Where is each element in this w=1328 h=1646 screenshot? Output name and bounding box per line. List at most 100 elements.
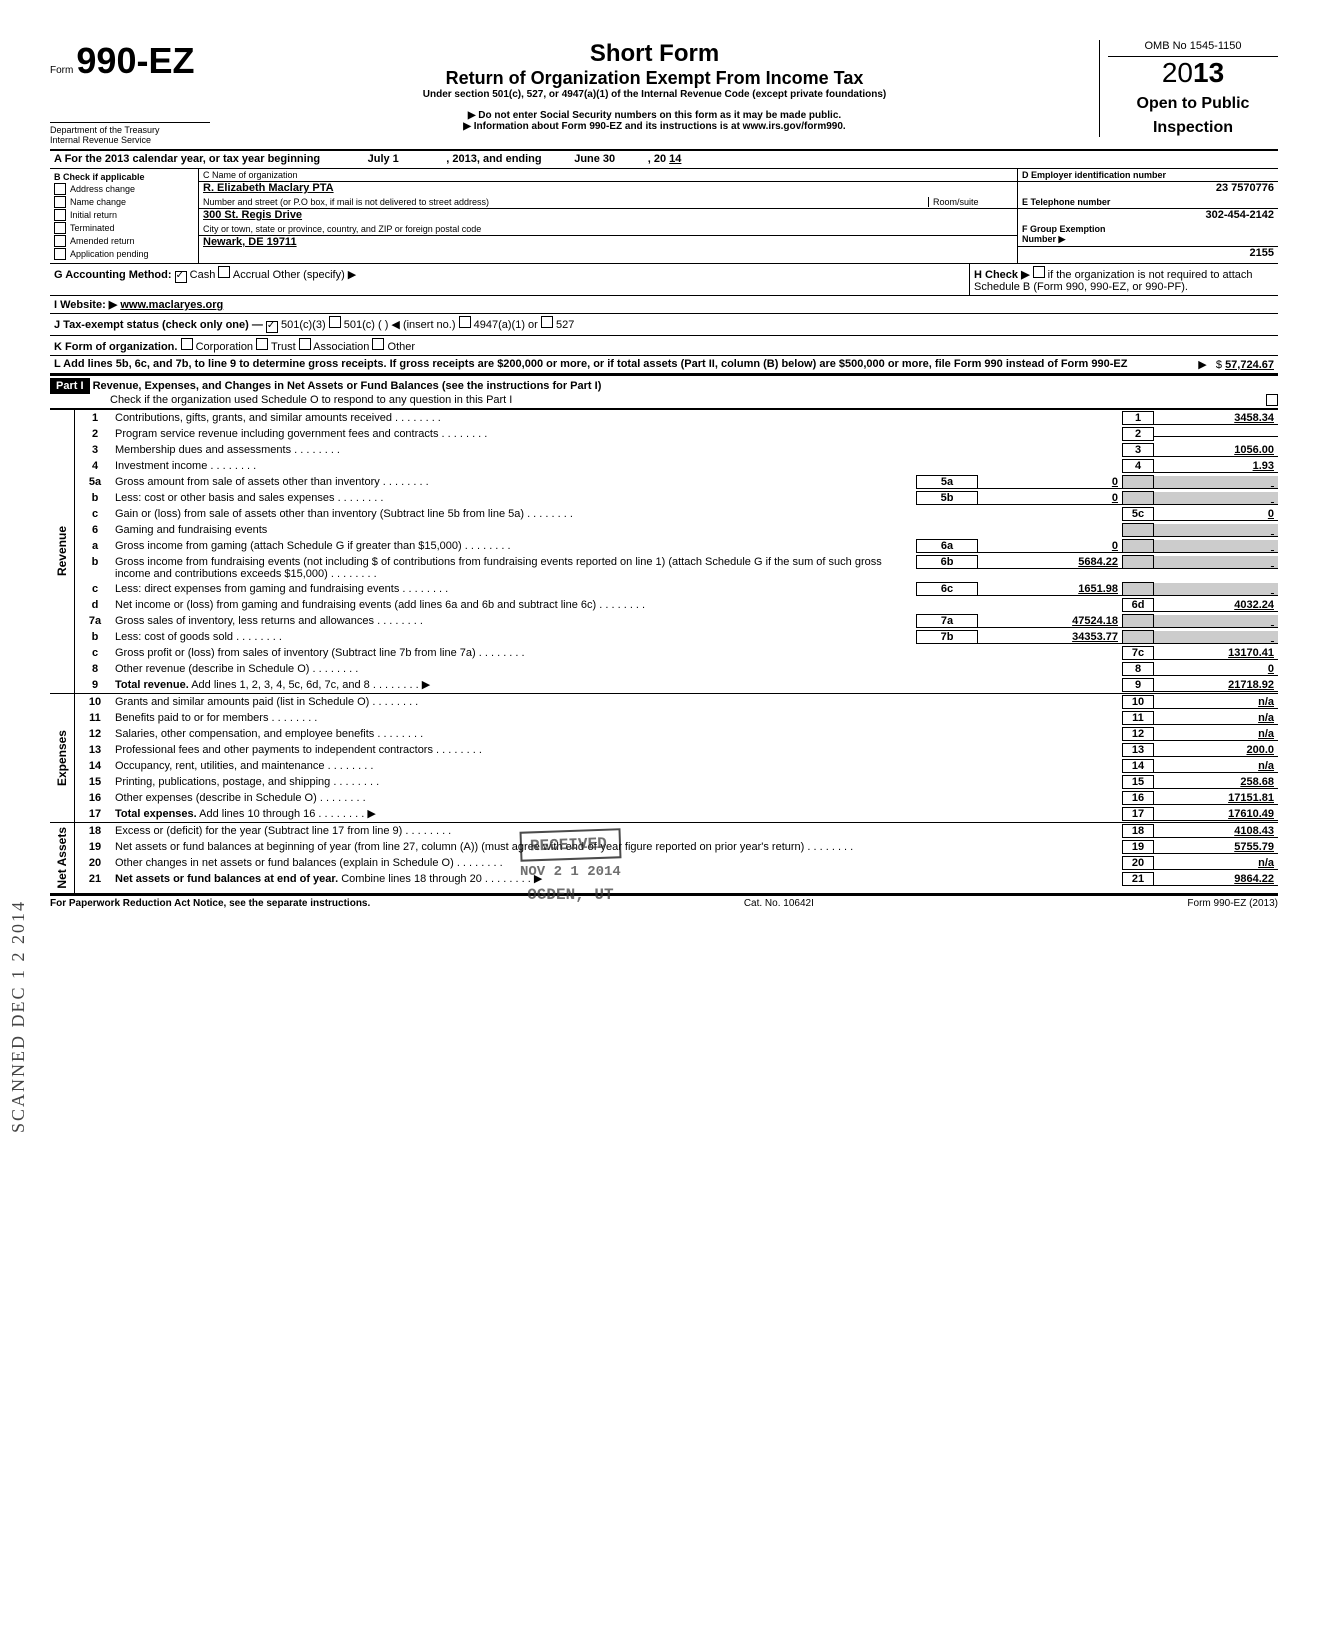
K-label: K Form of organization. xyxy=(54,341,177,353)
A-end-prefix: , 20 xyxy=(648,153,666,165)
line-17: 17Total expenses. Add lines 10 through 1… xyxy=(75,806,1278,822)
chk-527[interactable] xyxy=(541,316,553,328)
J-label: J Tax-exempt status (check only one) — xyxy=(54,319,263,331)
dept-label: Department of the Treasury Internal Reve… xyxy=(50,122,210,145)
netassets-section: Net Assets 18Excess or (deficit) for the… xyxy=(50,822,1278,895)
open-to-public: Open to Public xyxy=(1108,95,1278,113)
footer-left: For Paperwork Reduction Act Notice, see … xyxy=(50,898,370,909)
F-value: 2155 xyxy=(1018,247,1278,261)
title-short-form: Short Form xyxy=(220,40,1089,68)
received-date: NOV 2 1 2014 xyxy=(520,864,621,880)
netassets-label: Net Assets xyxy=(53,823,71,893)
footer-right: Form 990-EZ (2013) xyxy=(1187,898,1278,909)
chk-name[interactable] xyxy=(54,196,66,208)
line-19: 19Net assets or fund balances at beginni… xyxy=(75,839,1278,855)
B-label: B Check if applicable xyxy=(54,172,194,182)
C-city-label: City or town, state or province, country… xyxy=(199,223,1017,236)
C-name-label: C Name of organization xyxy=(199,169,1017,182)
chk-address[interactable] xyxy=(54,183,66,195)
note-ssn: Do not enter Social Security numbers on … xyxy=(220,110,1089,121)
line-16: 16Other expenses (describe in Schedule O… xyxy=(75,790,1278,806)
J-4947: 4947(a)(1) or xyxy=(474,319,538,331)
part1-check: Check if the organization used Schedule … xyxy=(110,394,512,406)
chk-other[interactable] xyxy=(372,338,384,350)
page-footer: For Paperwork Reduction Act Notice, see … xyxy=(50,895,1278,909)
year-bold: 13 xyxy=(1193,57,1224,88)
line-5c: cGain or (loss) from sale of assets othe… xyxy=(75,506,1278,522)
J-501c: 501(c) ( xyxy=(344,319,382,331)
I-value: www.maclaryes.org xyxy=(120,299,223,311)
chk-amended[interactable] xyxy=(54,235,66,247)
line-I: I Website: ▶ www.maclaryes.org xyxy=(50,296,1278,314)
line-11: 11Benefits paid to or for members . . . … xyxy=(75,710,1278,726)
chk-accrual[interactable] xyxy=(218,266,230,278)
line-7a: 7aGross sales of inventory, less returns… xyxy=(75,613,1278,629)
line-2: 2Program service revenue including gover… xyxy=(75,426,1278,442)
chk-cash[interactable] xyxy=(175,271,187,283)
G-label: G Accounting Method: xyxy=(54,269,172,281)
form-prefix: Form xyxy=(50,65,73,76)
E-label: E Telephone number xyxy=(1018,196,1278,209)
part1-header: Part I Revenue, Expenses, and Changes in… xyxy=(50,374,1278,409)
chk-corp[interactable] xyxy=(181,338,193,350)
chk-H[interactable] xyxy=(1033,266,1045,278)
B-pending: Application pending xyxy=(70,249,149,259)
J-insert: ) ◀ (insert no.) xyxy=(385,319,456,331)
chk-501c[interactable] xyxy=(329,316,341,328)
line-5a: 5aGross amount from sale of assets other… xyxy=(75,474,1278,490)
C-room-label: Room/suite xyxy=(928,197,1013,207)
line-21: 21Net assets or fund balances at end of … xyxy=(75,871,1278,887)
line-1: 1Contributions, gifts, grants, and simil… xyxy=(75,410,1278,426)
line-5b: bLess: cost or other basis and sales exp… xyxy=(75,490,1278,506)
received-stamp: RECEIVED xyxy=(520,828,622,862)
line-K: K Form of organization. Corporation Trus… xyxy=(50,336,1278,356)
L-value: 57,724.67 xyxy=(1225,359,1274,371)
chk-pending[interactable] xyxy=(54,248,66,260)
chk-501c3[interactable] xyxy=(266,321,278,333)
footer-mid: Cat. No. 10642I xyxy=(744,898,814,909)
A-end-month: June 30 xyxy=(545,153,645,165)
chk-trust[interactable] xyxy=(256,338,268,350)
expenses-label: Expenses xyxy=(53,726,71,790)
line-J: J Tax-exempt status (check only one) — 5… xyxy=(50,314,1278,336)
chk-4947[interactable] xyxy=(459,316,471,328)
scanned-stamp: SCANNED DEC 1 2 2014 xyxy=(8,900,29,1133)
B-amended: Amended return xyxy=(70,236,135,246)
omb-number: OMB No 1545-1150 xyxy=(1108,40,1278,57)
B-address-change: Address change xyxy=(70,184,135,194)
line-L: L Add lines 5b, 6c, and 7b, to line 9 to… xyxy=(50,356,1278,374)
L-text: L Add lines 5b, 6c, and 7b, to line 9 to… xyxy=(54,358,1127,370)
line-A: A For the 2013 calendar year, or tax yea… xyxy=(50,151,1278,169)
line-10: 10Grants and similar amounts paid (list … xyxy=(75,694,1278,710)
line-7c: cGross profit or (loss) from sales of in… xyxy=(75,645,1278,661)
line-9: 9Total revenue. Add lines 1, 2, 3, 4, 5c… xyxy=(75,677,1278,693)
C-street: 300 St. Regis Drive xyxy=(199,209,1017,223)
I-label: I Website: ▶ xyxy=(54,299,117,311)
line-15: 15Printing, publications, postage, and s… xyxy=(75,774,1278,790)
B-terminated: Terminated xyxy=(70,223,115,233)
K-trust: Trust xyxy=(271,341,296,353)
C-name: R. Elizabeth Maclary PTA xyxy=(199,182,1017,196)
C-city: Newark, DE 19711 xyxy=(199,236,1017,250)
chk-part1-schedo[interactable] xyxy=(1266,394,1278,406)
note-info: Information about Form 990-EZ and its in… xyxy=(220,121,1089,132)
C-street-label: Number and street (or P.O box, if mail i… xyxy=(203,197,928,207)
F-number-label: Number ▶ xyxy=(1022,234,1065,244)
chk-assoc[interactable] xyxy=(299,338,311,350)
B-initial-return: Initial return xyxy=(70,210,117,220)
section-BCDEF: B Check if applicable Address change Nam… xyxy=(50,169,1278,264)
chk-terminated[interactable] xyxy=(54,222,66,234)
received-loc: OGDEN, UT xyxy=(520,886,621,904)
line-20: 20Other changes in net assets or fund ba… xyxy=(75,855,1278,871)
revenue-label: Revenue xyxy=(53,522,71,580)
E-value: 302-454-2142 xyxy=(1018,209,1278,223)
line-14: 14Occupancy, rent, utilities, and mainte… xyxy=(75,758,1278,774)
chk-initial[interactable] xyxy=(54,209,66,221)
line-6c: cLess: direct expenses from gaming and f… xyxy=(75,581,1278,597)
line-12: 12Salaries, other compensation, and empl… xyxy=(75,726,1278,742)
year-prefix: 20 xyxy=(1162,57,1193,88)
A-begin: July 1 xyxy=(323,153,443,166)
form-header: Form 990-EZ Department of the Treasury I… xyxy=(50,40,1278,151)
G-cash: Cash xyxy=(190,269,216,281)
D-label: D Employer identification number xyxy=(1018,169,1278,182)
